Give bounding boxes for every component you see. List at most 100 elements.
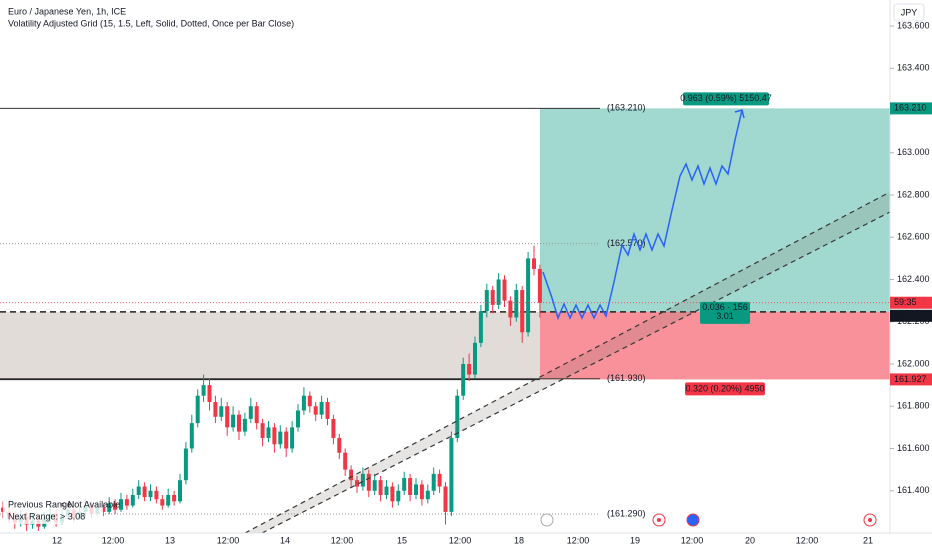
candle-body <box>296 410 300 428</box>
stop-box <box>685 382 765 396</box>
x-tick-label: 12:00 <box>331 535 354 545</box>
candle-body <box>266 427 271 438</box>
candle-body <box>101 507 106 512</box>
entry-text: 0.036 · 156 <box>702 302 748 312</box>
target-zone <box>540 108 890 312</box>
range-value: > 3.08 <box>60 511 85 521</box>
candle-body <box>414 484 418 495</box>
x-tick-label: 21 <box>863 535 873 545</box>
chart-title: Euro / Japanese Yen, 1h, ICE <box>8 6 126 16</box>
candle-body <box>130 494 135 506</box>
x-tick-label: 12:00 <box>796 535 819 545</box>
countdown-tag: 59:35 <box>894 297 917 307</box>
candle-body <box>473 342 477 375</box>
candle-body <box>360 473 365 487</box>
candle-body <box>166 494 171 506</box>
y-tick-label: 161.800 <box>897 401 930 411</box>
y-tick-label: 162.800 <box>897 189 930 199</box>
candle-body <box>449 437 454 512</box>
candle-body <box>201 385 206 396</box>
stop-price-tag: 161.927 <box>894 374 927 384</box>
candle-body <box>160 499 165 506</box>
candle-body <box>154 490 159 500</box>
currency-label: JPY <box>901 7 918 17</box>
candle-body <box>248 406 253 419</box>
indicator-label: Volatility Adjusted Grid (15, 1.5, Left,… <box>8 18 294 28</box>
candle-body <box>124 499 129 506</box>
candle-body <box>290 427 295 449</box>
event-icon[interactable] <box>686 513 700 527</box>
candle-body <box>231 414 236 428</box>
candle-body <box>254 406 259 424</box>
candle-body <box>207 385 212 403</box>
projection-path <box>542 109 743 321</box>
x-tick-label: 20 <box>745 535 755 545</box>
candle-body <box>237 414 241 432</box>
countdown-tag-bg <box>890 296 932 309</box>
x-tick-label: 18 <box>514 535 524 545</box>
candle-body <box>508 300 513 318</box>
candle-body <box>366 473 371 491</box>
candle-body <box>183 448 188 481</box>
y-tick-label: 163.400 <box>897 63 930 73</box>
x-tick-label: 12:00 <box>102 535 125 545</box>
candle-body <box>260 423 265 438</box>
candle-body <box>219 406 224 417</box>
candle-body <box>178 480 182 502</box>
event-dot <box>868 518 872 522</box>
x-tick-label: 13 <box>165 535 175 545</box>
candle-body <box>195 395 200 424</box>
candle-body <box>301 395 306 411</box>
level-label: (163.210) <box>607 103 646 113</box>
candle-body <box>419 484 424 500</box>
range-label: Next Range: <box>8 511 58 521</box>
candle-body <box>148 490 153 498</box>
event-icon[interactable] <box>540 513 554 527</box>
candle-body <box>502 279 507 301</box>
candle-body <box>390 486 395 502</box>
x-tick-label: 15 <box>397 535 407 545</box>
event-dot <box>657 518 661 522</box>
entry-box <box>700 301 750 324</box>
target-box <box>683 92 769 106</box>
range-label: Previous Range: <box>8 499 75 509</box>
candle-body <box>408 478 413 495</box>
candle-body <box>402 478 407 491</box>
drawings <box>244 109 891 534</box>
candle-body <box>242 418 247 432</box>
candle-body <box>490 290 495 305</box>
candle-body <box>532 258 536 269</box>
x-tick-label: 12:00 <box>217 535 240 545</box>
candle-body <box>478 311 483 343</box>
range-value: < Not Available <box>60 499 120 509</box>
y-tick-label: 163.000 <box>897 147 930 157</box>
candle-body <box>272 427 277 445</box>
candle-body <box>496 279 501 305</box>
target-price-tag-bg <box>890 102 932 115</box>
candle-body <box>467 363 472 375</box>
candle-body <box>284 431 289 449</box>
candle-body <box>331 418 336 438</box>
currency-button[interactable] <box>893 3 925 22</box>
x-tick-label: 12 <box>52 535 62 545</box>
candle-body <box>213 402 218 417</box>
candle-body <box>307 395 312 407</box>
stop-price-tag-bg <box>890 373 932 386</box>
y-tick-label: 162.400 <box>897 274 930 284</box>
candle-body <box>119 499 123 510</box>
candle-body <box>172 494 177 502</box>
candle-body <box>455 395 460 438</box>
candle-body <box>443 486 448 512</box>
channel-line <box>261 211 891 534</box>
candle-body <box>425 490 430 500</box>
x-tick-label: 12:00 <box>567 535 590 545</box>
entry-price-tag-bg <box>890 309 932 322</box>
y-tick-label: 162.000 <box>897 358 930 368</box>
candle-body <box>384 486 389 495</box>
projection-arrow <box>734 109 745 119</box>
target-text: 0.963 (0.59%) 5150.47 <box>680 93 772 103</box>
candle-body <box>313 406 318 415</box>
candle-body <box>520 290 525 333</box>
candle-body <box>484 290 489 312</box>
candle-body <box>278 431 283 445</box>
